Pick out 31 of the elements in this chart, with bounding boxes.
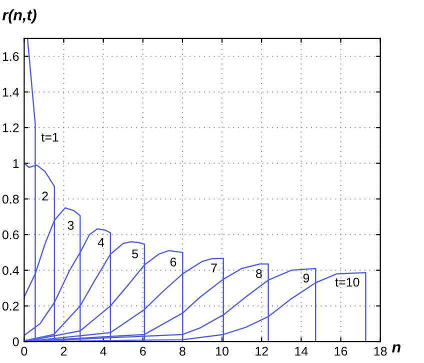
y-tick-label: 1.2 xyxy=(2,123,19,132)
series-label: 3 xyxy=(68,220,74,230)
series-label: 8 xyxy=(256,269,262,278)
x-tick-label: 2 xyxy=(60,346,67,356)
x-tick-label: 12 xyxy=(256,346,268,356)
y-tick-label: 0.6 xyxy=(2,230,19,240)
x-tick-label: 16 xyxy=(334,346,348,356)
series-label: 4 xyxy=(98,238,104,247)
series-label: 2 xyxy=(42,192,48,200)
y-tick-label: 0.8 xyxy=(2,194,19,204)
y-tick-label: 0.4 xyxy=(2,266,19,275)
y-tick-label: 1.4 xyxy=(2,88,19,96)
x-tick-label: 8 xyxy=(180,346,186,356)
x-tick-label: 18 xyxy=(374,346,387,356)
x-tick-label: 4 xyxy=(100,346,106,356)
series-label: 6 xyxy=(170,258,176,266)
y-tick-label: 0 xyxy=(12,337,19,346)
x-tick-label: 0 xyxy=(21,346,28,356)
series-label: 9 xyxy=(303,274,310,283)
series-label: t=10 xyxy=(335,278,360,287)
x-axis-title: n xyxy=(392,344,400,352)
x-tick-label: 14 xyxy=(295,346,308,356)
y-tick-label: 1 xyxy=(13,159,19,168)
series-label: 5 xyxy=(132,250,138,258)
y-tick-label: 0.2 xyxy=(2,302,19,311)
x-tick-label: 6 xyxy=(140,346,146,356)
series-label: t=1 xyxy=(41,132,58,142)
series-label: 7 xyxy=(211,264,217,272)
y-tick-label: 1.6 xyxy=(2,52,19,61)
x-tick-label: 10 xyxy=(216,346,228,356)
y-axis-title: r(n,t) xyxy=(2,9,36,24)
